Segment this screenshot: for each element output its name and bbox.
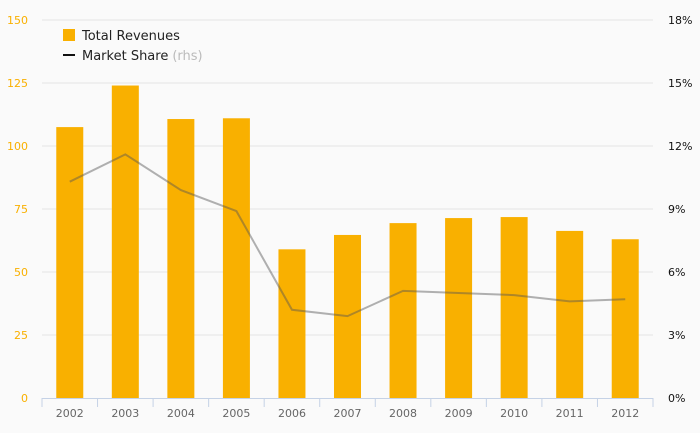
x-tick-label: 2002 [56, 407, 84, 420]
market-share-line [69, 153, 626, 318]
y-left-tick-label: 100 [7, 140, 28, 153]
bar-2004 [167, 119, 195, 398]
bar-2006 [278, 249, 306, 398]
y-left-tick-label: 25 [14, 329, 28, 342]
bar-2008 [389, 223, 417, 398]
bar-2010 [500, 217, 528, 398]
y-left-tick-label: 50 [14, 266, 28, 279]
y-left-tick-label: 75 [14, 203, 28, 216]
legend: Total Revenues Market Share (rhs) [63, 29, 203, 64]
legend-swatch-market-share [63, 54, 75, 56]
y-right-tick-label: 0% [668, 392, 685, 405]
legend-label-market-share: Market Share (rhs) [82, 49, 203, 64]
legend-swatch-revenues [63, 29, 75, 41]
y-right-tick-label: 6% [668, 266, 685, 279]
y-right-tick-label: 12% [668, 140, 692, 153]
bar-2011 [556, 230, 584, 398]
bar-2009 [445, 218, 473, 398]
bar-2005 [222, 118, 250, 398]
y-right-tick-label: 9% [668, 203, 685, 216]
y-right-tick-label: 3% [668, 329, 685, 342]
x-tick-label: 2008 [389, 407, 417, 420]
x-tick-label: 2005 [222, 407, 250, 420]
legend-label-revenues: Total Revenues [81, 29, 180, 44]
bar-2002 [56, 127, 84, 398]
bar-2007 [334, 234, 361, 398]
x-tick-label: 2011 [556, 407, 584, 420]
x-tick-label: 2003 [111, 407, 139, 420]
x-tick-label: 2007 [334, 407, 362, 420]
y-right-tick-label: 15% [668, 77, 692, 90]
y-left-tick-label: 125 [7, 77, 28, 90]
y-left-tick-label: 0 [21, 392, 28, 405]
x-tick-label: 2009 [445, 407, 473, 420]
x-tick-label: 2006 [278, 407, 306, 420]
y-right-tick-label: 18% [668, 14, 692, 27]
bar-2012 [611, 239, 639, 398]
x-tick-label: 2004 [167, 407, 195, 420]
bar-2003 [111, 85, 139, 399]
y-left-tick-label: 150 [7, 14, 28, 27]
x-tick-label: 2012 [611, 407, 639, 420]
x-tick-label: 2010 [500, 407, 528, 420]
